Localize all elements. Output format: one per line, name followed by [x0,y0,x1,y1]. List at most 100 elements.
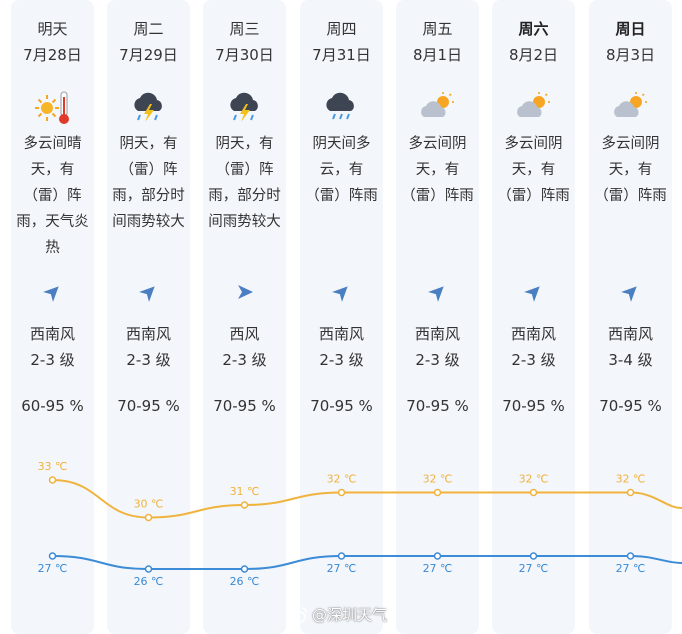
low-temp-label: 27 ℃ [423,562,453,575]
wind-direction: 西风 [229,325,260,343]
description-line: 云，有 [319,162,364,178]
wind-direction-arrow-icon [107,282,190,302]
description-line: 多云间晴 [23,136,82,152]
high-temp-label: 32 ℃ [423,473,453,486]
forecast-day-2: 周三 7月30日 阴天，有 （雷）阵 雨，部分时 间雨势较大 西风 2-3 级 70-95 % [203,0,286,634]
date-label: 7月29日 [119,46,178,64]
wind-direction: 西南风 [318,325,364,343]
weather-description: 多云间晴 天，有 （雷）阵 雨，天气炎热 [11,131,94,261]
date-label: 8月3日 [605,46,656,64]
description-line: 雨，部分时 [112,188,185,204]
description-line: 多云间阴 [601,136,660,152]
description-line: 多云间阴 [504,136,563,152]
description-line: （雷）阵雨 [497,188,570,204]
forecast-day-3: 周四 7月31日 阴天间多 云，有 （雷）阵雨 西南风 2-3 级 70-95 % [300,0,383,634]
low-temp-label: 27 ℃ [327,562,357,575]
date-label: 7月28日 [23,46,82,64]
watermark: @深圳天气 [286,604,387,625]
sunny-hot-icon [11,88,94,128]
forecast-day-6: 周日 8月3日多云间阴天，有 （雷）阵雨西南风 3-4 级 70-95 % [589,0,672,634]
day-label: 周六 [518,20,549,38]
description-line: （雷）阵雨 [594,188,667,204]
description-line: 间雨势较大 [112,214,185,230]
wind-level: 2-3 级 [415,351,460,369]
low-temp-label: 27 ℃ [519,562,549,575]
humidity: 60-95 % [21,397,84,415]
description-line: 雨，部分时 [208,188,281,204]
wind-direction: 西南风 [607,325,653,343]
day-label: 明天 [37,20,68,38]
high-temp-point [144,513,153,522]
high-temp-point [337,488,346,497]
weather-description: 阴天间多云，有 （雷）阵雨 [300,131,383,209]
description-line: 热 [45,240,60,256]
low-temp-label: 27 ℃ [616,562,646,575]
day-label: 周日 [615,20,646,38]
description-line: 阴天，有 [119,136,178,152]
high-temp-point [48,476,57,484]
description-line: 多云间阴 [408,136,467,152]
description-line: 天，有 [608,162,653,178]
description-line: （雷）阵 [215,162,274,178]
forecast-day-4: 周五 8月1日 多云间阴 天，有 （雷）阵雨 西南风 2-3 级 70-95 % [396,0,479,634]
low-temp-point [626,552,635,560]
partly-cloudy-icon [396,88,479,128]
low-temp-point [529,552,538,560]
low-temp-point [144,565,153,573]
high-temp-point [529,488,538,497]
forecast-day-0: 明天 7月28日 多云间晴 天，有 （雷）阵 雨，天气炎热西南风 2-3 级 60-95 % [11,0,94,634]
weather-description: 多云间阴 天，有 （雷）阵雨 [396,131,479,209]
date-label: 7月30日 [215,46,274,64]
thunderstorm-icon [203,88,286,128]
day-label: 周五 [422,20,453,38]
description-line: （雷）阵 [119,162,178,178]
high-temp-label: 30 ℃ [134,498,164,511]
weibo-logo-icon [286,606,307,624]
humidity: 70-95 % [599,397,662,415]
description-line: 阴天，有 [215,136,274,152]
description-line: 阴天间多 [312,136,371,152]
low-temp-point [240,565,249,573]
wind-level: 2-3 级 [319,351,364,369]
high-temp-point [240,501,249,509]
forecast-day-5: 周六 8月2日 多云间阴 天，有 （雷）阵雨 西南风 2-3 级 70-95 % [492,0,575,634]
description-line: 天，有 [30,162,75,178]
day-label: 周四 [326,20,357,38]
humidity: 70-95 % [213,397,276,415]
wind-level: 2-3 级 [511,351,556,369]
wind-direction-arrow-icon [11,282,94,302]
low-temp-label: 26 ℃ [134,575,164,588]
description-line: （雷）阵雨 [401,188,474,204]
wind-direction-arrow-icon [300,282,383,302]
wind-direction-arrow-icon [396,282,479,302]
watermark-text: @深圳天气 [312,606,388,624]
low-temp-point [433,552,442,560]
rain-cloud-icon [300,88,383,128]
wind-direction: 西南风 [414,325,460,343]
wind-direction: 西南风 [125,325,171,343]
high-temp-point [626,488,635,497]
date-label: 7月31日 [312,46,371,64]
high-temp-label: 31 ℃ [230,485,260,498]
weather-description: 多云间阴天，有 （雷）阵雨 [589,131,672,209]
humidity: 70-95 % [406,397,469,415]
humidity: 70-95 % [117,397,180,415]
forecast-day-1: 周二 7月29日 阴天，有 （雷）阵 雨，部分时 间雨势较大 西南风 2-3 级 70-95 % [107,0,190,634]
partly-cloudy-icon [492,88,575,128]
humidity: 70-95 % [502,397,565,415]
day-label: 周二 [133,20,164,38]
high-temp-label: 32 ℃ [327,473,357,486]
wind-direction: 西南风 [29,325,75,343]
high-temp-point [433,488,442,497]
description-line: （雷）阵雨 [305,188,378,204]
wind-level: 3-4 级 [608,351,653,369]
low-temp-label: 27 ℃ [38,562,68,575]
weather-description: 阴天，有 （雷）阵 雨，部分时 间雨势较大 [203,131,286,235]
low-temp-point [48,552,57,560]
description-line: 雨，天气炎 [16,214,89,230]
high-temp-label: 33 ℃ [38,460,68,473]
wind-direction-arrow-icon [492,282,575,302]
wind-direction: 西南风 [510,325,556,343]
wind-level: 2-3 级 [30,351,75,369]
